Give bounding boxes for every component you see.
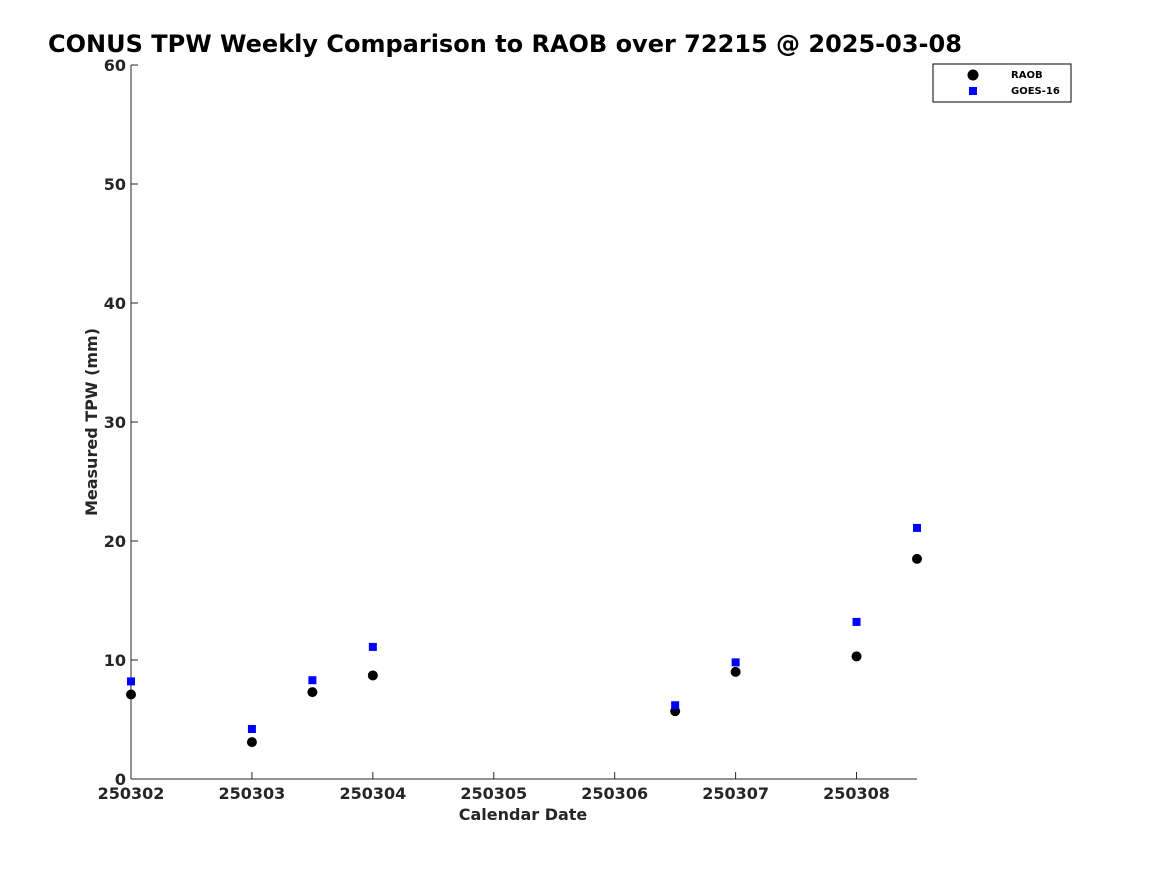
- raob-point: [246, 737, 257, 748]
- raob-point: [126, 689, 136, 700]
- y-axis-label: Measured TPW (mm): [82, 328, 101, 516]
- goes-16-point: [368, 642, 377, 651]
- axes: [130, 65, 917, 780]
- legend-raob-label: RAOB: [1011, 70, 1043, 81]
- data-points: [126, 523, 922, 748]
- goes-16-point: [247, 725, 256, 734]
- x-tick-label: 250305: [460, 784, 527, 803]
- goes-16-point: [913, 523, 921, 532]
- chart-title: CONUS TPW Weekly Comparison to RAOB over…: [48, 30, 962, 58]
- y-tick-label: 0: [115, 770, 126, 789]
- goes-16-point: [308, 676, 317, 685]
- goes-16-point: [852, 617, 861, 626]
- y-tick-label: 10: [104, 651, 126, 670]
- y-tick-label: 40: [104, 294, 126, 313]
- legend: RAOB GOES-16: [932, 63, 1072, 103]
- legend-box: [932, 63, 1072, 103]
- legend-goes-marker: [969, 87, 977, 95]
- x-tick-label: 250303: [219, 784, 286, 803]
- y-tick-label: 50: [104, 175, 126, 194]
- legend-raob-marker: [967, 69, 979, 81]
- x-tick-label: 250306: [581, 784, 648, 803]
- y-tick-label: 30: [104, 413, 126, 432]
- goes-16-point: [127, 677, 135, 686]
- y-axis-ticks: 0 10 20 30 40 50 60: [104, 56, 138, 789]
- x-tick-label: 250307: [702, 784, 769, 803]
- goes-16-point: [731, 658, 740, 667]
- x-axis-label: Calendar Date: [459, 805, 588, 824]
- raob-point: [730, 666, 741, 677]
- x-tick-label: 250302: [98, 784, 165, 803]
- raob-point: [307, 687, 318, 698]
- y-tick-label: 20: [104, 532, 126, 551]
- raob-point: [851, 651, 862, 662]
- x-tick-label: 250304: [339, 784, 406, 803]
- y-tick-label: 60: [104, 56, 126, 75]
- raob-point: [912, 553, 922, 564]
- goes-16-point: [671, 701, 680, 710]
- x-axis-ticks: 250302 250303 250304 250305 250306 250307 2503…: [98, 772, 890, 803]
- raob-point: [367, 670, 378, 681]
- legend-goes-label: GOES-16: [1011, 86, 1060, 97]
- x-tick-label: 250308: [823, 784, 890, 803]
